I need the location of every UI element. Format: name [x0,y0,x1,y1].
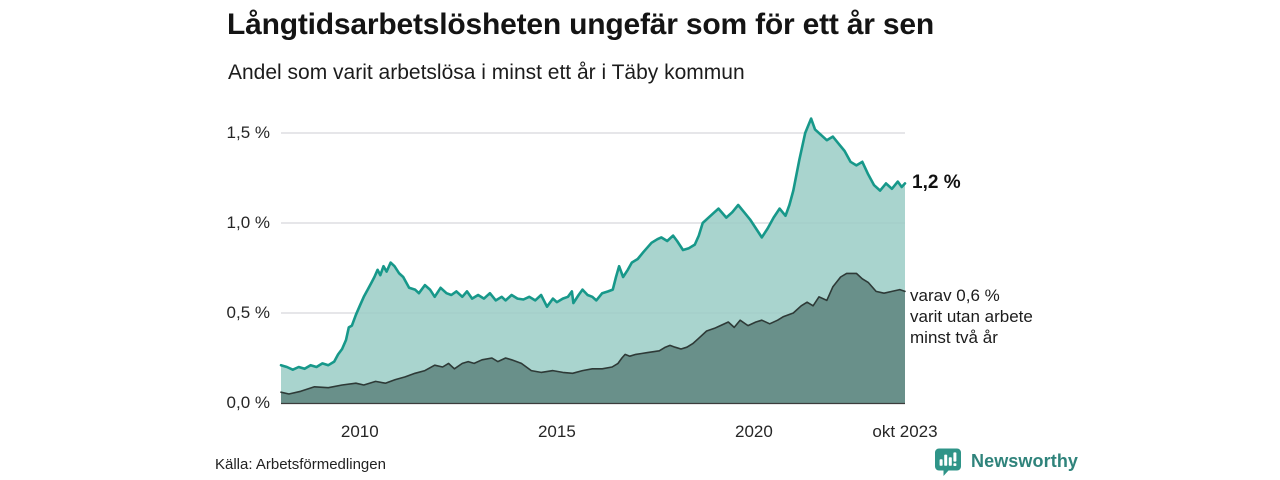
series-one-year-line [279,117,907,372]
source-note: Källa: Arbetsförmedlingen [215,456,386,473]
series-two-year-area [281,273,905,403]
x-tick-label: okt 2023 [872,422,938,441]
y-tick-label: 0,5 % [226,303,270,322]
secondary-annotation-line: varit utan arbete [910,307,1033,326]
newsworthy-bubble-chart-icon [935,448,961,476]
y-tick-label: 0,0 % [226,393,270,412]
x-tick-label: 2015 [537,422,576,441]
end-value-label: 1,2 % [912,172,961,193]
series-two-year-line [280,272,906,395]
x-tick-label: 2010 [340,422,379,441]
chart-subtitle: Andel som varit arbetslösa i minst ett å… [228,61,745,84]
chart-title: Långtidsarbetslösheten ungefär som för e… [227,8,935,41]
secondary-annotation: varav 0,6 % varit utan arbete minst två … [910,285,1033,348]
newsworthy-wordmark: Newsworthy [971,451,1079,471]
y-tick-label: 1,0 % [226,213,270,232]
y-tick-label: 1,5 % [226,123,270,142]
secondary-annotation-line: varav 0,6 % [910,286,1000,305]
x-tick-label: 2020 [735,422,773,441]
secondary-annotation-line: minst två år [910,328,998,347]
newsworthy-logo: Newsworthy [933,446,1078,477]
